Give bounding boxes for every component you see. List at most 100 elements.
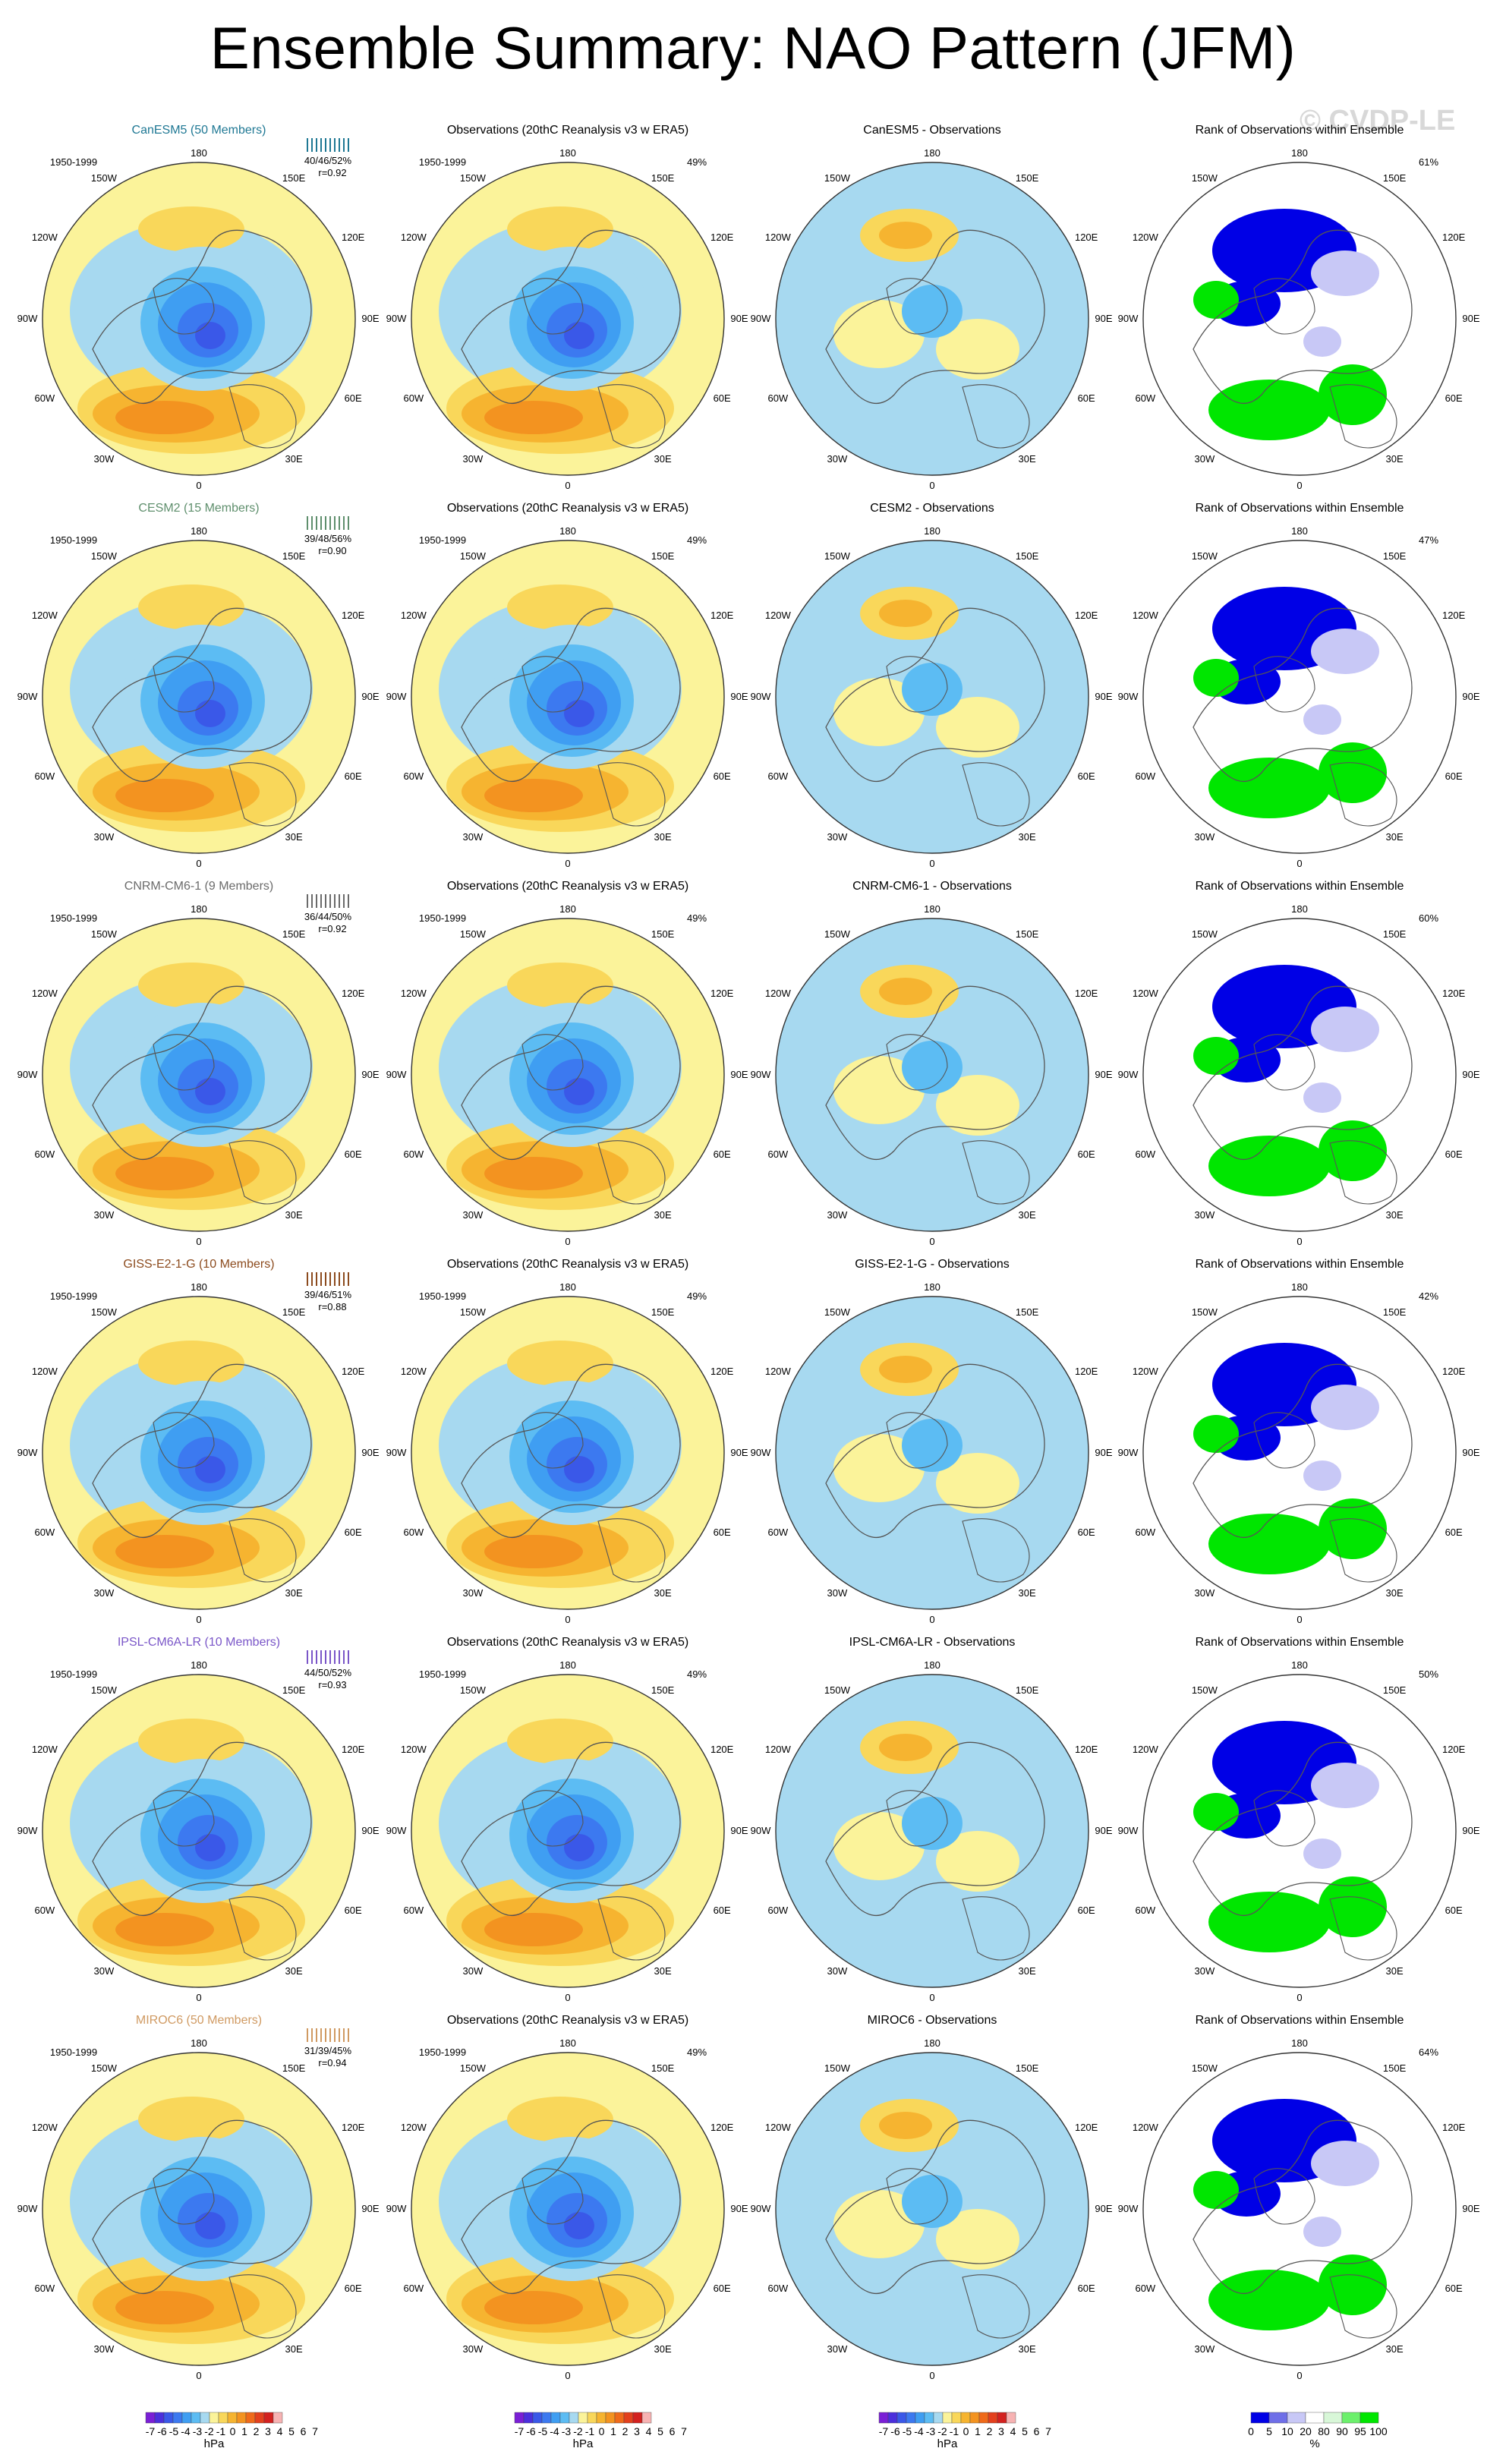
coastline xyxy=(228,2274,297,2339)
colorbar-tick-label: 7 xyxy=(681,2425,687,2437)
longitude-label-120e: 120E xyxy=(1442,1366,1466,1377)
colorbar-1: -7 -6 -5 -4 -3 -2 -1 0 1 2 3 4 5 6 7 hPa xyxy=(146,2412,318,2450)
colorbar-tick-label: -5 xyxy=(169,2425,179,2437)
ensemble-tick xyxy=(311,138,313,152)
longitude-label-90e: 90E xyxy=(730,1069,748,1080)
longitude-label-30e: 30E xyxy=(1386,1209,1404,1221)
colorbar-tick-label: -3 xyxy=(193,2425,203,2437)
colorbar-tick-label: 5 xyxy=(657,2425,663,2437)
period-label: 1950-1999 xyxy=(419,534,466,546)
longitude-label-30e: 30E xyxy=(1019,1965,1036,1977)
obs-variance-pct: 49% xyxy=(687,2047,707,2058)
longitude-label-120w: 120W xyxy=(401,2122,427,2133)
colorbar-swatch xyxy=(541,2412,552,2424)
map-border xyxy=(411,540,725,854)
ensemble-tick xyxy=(316,2028,317,2042)
longitude-label-90w: 90W xyxy=(1118,2203,1139,2214)
coastline xyxy=(92,1363,312,1539)
longitude-label-30e: 30E xyxy=(1019,1587,1036,1599)
coastline xyxy=(1329,1140,1397,1205)
longitude-label-60e: 60E xyxy=(1445,2283,1463,2294)
colorbar-swatch xyxy=(514,2412,525,2424)
colorbar-swatch xyxy=(209,2412,219,2424)
ensemble-tick xyxy=(348,2028,349,2042)
contour-field xyxy=(484,1535,583,1568)
longitude-label-180: 180 xyxy=(559,2037,576,2049)
model-header: CESM2 (15 Members) xyxy=(138,502,259,515)
longitude-label-120e: 120E xyxy=(710,1744,734,1755)
longitude-label-90w: 90W xyxy=(751,2203,771,2214)
colorbar-swatch xyxy=(191,2412,201,2424)
watermark: © CVDP-LE xyxy=(1300,105,1456,137)
map-border xyxy=(42,1296,356,1610)
longitude-label-120w: 120W xyxy=(765,232,792,243)
colorbar-unit: % xyxy=(1309,2437,1319,2450)
longitude-label-90w: 90W xyxy=(751,691,771,702)
colorbar-swatch xyxy=(163,2412,174,2424)
coastline xyxy=(962,1140,1030,1205)
contour-field xyxy=(115,1157,214,1190)
ensemble-tick xyxy=(320,138,322,152)
longitude-label-60w: 60W xyxy=(34,1905,55,1916)
longitude-label-90w: 90W xyxy=(1118,1069,1139,1080)
longitude-label-150e: 150E xyxy=(282,550,306,562)
longitude-label-60w: 60W xyxy=(1135,392,1155,404)
longitude-label-150w: 150W xyxy=(824,172,851,184)
contour-field xyxy=(879,1734,932,1761)
longitude-label-90w: 90W xyxy=(1118,313,1139,324)
coastline xyxy=(1253,2168,1315,2225)
longitude-label-90e: 90E xyxy=(1095,313,1112,324)
longitude-label-60w: 60W xyxy=(1135,770,1155,782)
longitude-label-90w: 90W xyxy=(751,1825,771,1836)
rank-pct: 61% xyxy=(1419,156,1438,168)
longitude-label-120e: 120E xyxy=(710,2122,734,2133)
contour-field xyxy=(936,1453,1019,1514)
map-panel-model-cnrm-cm6-1: 180 150W 150E 120W 120E 90W 90E 60W 60E 30W 30E 0 CN… xyxy=(17,880,380,1247)
longitude-label-30w: 30W xyxy=(1195,453,1215,465)
coastline xyxy=(1193,985,1413,1161)
coastline xyxy=(153,2168,215,2225)
longitude-label-60w: 60W xyxy=(1135,1149,1155,1160)
map-border xyxy=(1142,1296,1457,1610)
longitude-label-90w: 90W xyxy=(1118,1447,1139,1458)
coastline xyxy=(521,1034,584,1091)
coastline xyxy=(521,1412,584,1469)
longitude-label-60w: 60W xyxy=(403,2283,424,2294)
coastline xyxy=(228,384,297,449)
map-border xyxy=(1142,540,1457,854)
obs-title: Observations (20thC Reanalysis v3 w ERA5… xyxy=(447,502,688,515)
contour-field xyxy=(564,2212,594,2239)
colorbar-swatch xyxy=(218,2412,228,2424)
longitude-label-30w: 30W xyxy=(1195,1965,1215,1977)
longitude-label-60e: 60E xyxy=(714,2283,731,2294)
colorbar-tick-label: -4 xyxy=(550,2425,559,2437)
longitude-label-0: 0 xyxy=(196,858,201,869)
map-border xyxy=(775,540,1089,854)
longitude-label-30w: 30W xyxy=(463,831,484,843)
colorbar-tick-label: -4 xyxy=(181,2425,191,2437)
ensemble-tick xyxy=(343,138,345,152)
coastline xyxy=(521,656,584,713)
longitude-label-150e: 150E xyxy=(1016,172,1039,184)
ensemble-tick xyxy=(348,1650,349,1664)
colorbar-tick-label: 7 xyxy=(1045,2425,1051,2437)
longitude-label-60w: 60W xyxy=(34,1527,55,1538)
longitude-label-150e: 150E xyxy=(1016,1306,1039,1318)
longitude-label-150w: 150W xyxy=(1192,550,1218,562)
contour-field xyxy=(1319,1120,1387,1181)
longitude-label-150w: 150W xyxy=(91,1684,118,1696)
colorbar-tick-label: 2 xyxy=(987,2425,993,2437)
longitude-label-120w: 120W xyxy=(765,1744,792,1755)
longitude-label-30w: 30W xyxy=(1195,1209,1215,1221)
ensemble-tick xyxy=(343,516,345,530)
contour-field xyxy=(507,1719,613,1764)
colorbar-swatch xyxy=(887,2412,898,2424)
longitude-label-120e: 120E xyxy=(710,988,734,999)
longitude-label-30e: 30E xyxy=(654,1587,672,1599)
colorbar-tick-label: -6 xyxy=(157,2425,167,2437)
contour-field xyxy=(507,2097,613,2142)
longitude-label-60w: 60W xyxy=(767,2283,788,2294)
longitude-label-150e: 150E xyxy=(1016,928,1039,940)
longitude-label-30e: 30E xyxy=(1386,2343,1404,2355)
longitude-label-60w: 60W xyxy=(34,770,55,782)
